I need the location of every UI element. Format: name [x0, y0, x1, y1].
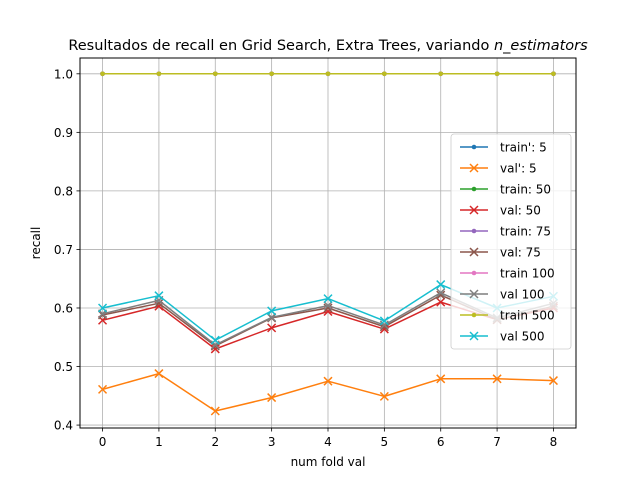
data-point-x-marker — [379, 391, 389, 401]
data-point-x-marker — [379, 320, 389, 330]
x-tick-label: 2 — [211, 435, 219, 449]
data-point-x-marker — [323, 376, 333, 386]
data-point-dot-marker — [471, 144, 477, 150]
data-point-x-marker — [210, 344, 220, 354]
legend-item: val 500 — [460, 330, 545, 344]
legend-label: train': 5 — [500, 141, 547, 155]
data-point-x-marker — [469, 289, 479, 299]
y-axis: 0.4 0.5 0.6 0.7 0.8 0.9 1.0 — [54, 67, 80, 433]
data-point-dot-marker — [471, 186, 477, 192]
data-point-x-marker — [492, 374, 502, 384]
y-tick-label: 0.5 — [54, 360, 73, 374]
data-point-x-marker — [323, 301, 333, 311]
x-tick-label: 0 — [99, 435, 107, 449]
legend-item: train: 75 — [460, 225, 551, 239]
data-point-dot-marker — [156, 71, 162, 77]
data-point-x-marker — [323, 303, 333, 313]
data-point-dot-marker — [471, 228, 477, 234]
data-point-dot-marker — [471, 270, 477, 276]
data-point-x-marker — [98, 310, 108, 320]
y-tick-label: 0.4 — [54, 419, 73, 433]
data-point-dot-marker — [100, 71, 105, 77]
data-point-x-marker — [469, 205, 479, 215]
legend-label: train: 50 — [500, 183, 551, 197]
y-tick-label: 0.6 — [54, 301, 73, 315]
data-point-x-marker — [436, 374, 446, 384]
data-point-x-marker — [267, 393, 277, 403]
data-point-x-marker — [154, 291, 164, 301]
legend-label: val: 75 — [500, 246, 541, 260]
legend-item: train 500 — [460, 309, 555, 323]
y-tick-label: 0.8 — [54, 184, 73, 198]
legend-item: val: 75 — [460, 246, 541, 260]
legend-item: val: 50 — [460, 204, 541, 218]
data-point-x-marker — [436, 297, 446, 307]
legend-item: train: 50 — [460, 183, 551, 197]
y-axis-label: recall — [29, 227, 43, 260]
data-point-x-marker — [98, 384, 108, 394]
chart-title: Resultados de recall en Grid Search, Ext… — [68, 38, 588, 54]
data-point-x-marker — [436, 288, 446, 298]
y-tick-label: 0.7 — [54, 243, 73, 257]
legend-label: train: 75 — [500, 225, 551, 239]
x-axis-label: num fold val — [291, 455, 366, 469]
legend-item: val': 5 — [460, 162, 537, 176]
data-point-dot-marker — [471, 312, 477, 318]
data-point-dot-marker — [438, 71, 444, 77]
x-tick-label: 6 — [437, 435, 445, 449]
chart-title-italic: n_estimators — [494, 38, 588, 54]
x-tick-label: 3 — [268, 435, 276, 449]
series-1 — [98, 369, 558, 416]
y-tick-label: 1.0 — [54, 67, 73, 81]
data-point-x-marker — [548, 376, 558, 386]
data-point-dot-marker — [269, 71, 274, 77]
data-point-dot-marker — [551, 71, 556, 77]
legend-item: train': 5 — [460, 141, 547, 155]
legend: train': 5 val': 5 train: 50 val: 50 train: 7… — [450, 133, 572, 350]
legend-label: val': 5 — [500, 162, 537, 176]
legend-item: val 100 — [460, 288, 545, 302]
series-8 — [100, 71, 556, 77]
data-point-x-marker — [379, 316, 389, 326]
data-point-x-marker — [469, 331, 479, 341]
chart-title-main: Resultados de recall en Grid Search, Ext… — [68, 38, 494, 54]
data-point-dot-marker — [494, 71, 500, 77]
data-point-x-marker — [436, 290, 446, 300]
data-point-x-marker — [469, 163, 479, 173]
data-point-x-marker — [98, 303, 108, 313]
data-point-x-marker — [323, 294, 333, 304]
data-point-x-marker — [267, 312, 277, 322]
x-tick-label: 1 — [155, 435, 163, 449]
data-point-x-marker — [267, 306, 277, 316]
x-tick-label: 7 — [493, 435, 501, 449]
legend-label: val 500 — [500, 330, 545, 344]
legend-label: val: 50 — [500, 204, 541, 218]
legend-label: train 500 — [500, 309, 555, 323]
legend-label: val 100 — [500, 288, 545, 302]
x-tick-label: 5 — [381, 435, 389, 449]
data-point-x-marker — [469, 247, 479, 257]
x-axis: 0 1 2 3 4 5 6 7 8 — [99, 428, 558, 449]
legend-item: train 100 — [460, 267, 555, 281]
legend-box — [450, 133, 572, 350]
legend-label: train 100 — [500, 267, 555, 281]
data-point-x-marker — [154, 369, 164, 379]
data-point-dot-marker — [382, 71, 387, 77]
x-tick-label: 4 — [324, 435, 332, 449]
x-tick-label: 8 — [550, 435, 558, 449]
data-point-x-marker — [210, 335, 220, 345]
data-point-dot-marker — [212, 71, 218, 77]
data-point-x-marker — [267, 323, 277, 333]
y-tick-label: 0.9 — [54, 126, 73, 140]
data-point-x-marker — [210, 406, 220, 416]
data-point-x-marker — [436, 280, 446, 290]
data-point-dot-marker — [325, 71, 331, 77]
